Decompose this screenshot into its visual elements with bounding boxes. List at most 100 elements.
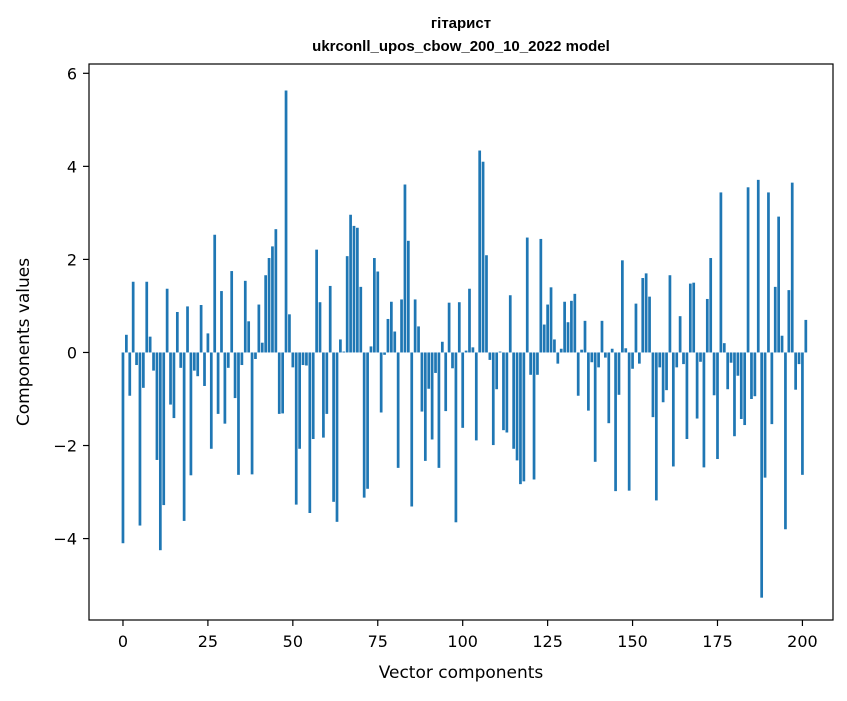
bar-component-182 xyxy=(739,352,743,419)
bar-component-118 xyxy=(522,352,526,482)
bar-component-84 xyxy=(406,240,410,353)
bar-component-111 xyxy=(498,351,502,353)
bar-component-134 xyxy=(576,352,580,396)
bar-component-163 xyxy=(675,352,679,368)
bar-component-119 xyxy=(525,237,529,353)
bar-component-135 xyxy=(580,349,583,353)
bar-component-186 xyxy=(753,352,757,397)
bar-component-16 xyxy=(175,311,179,353)
bar-component-137 xyxy=(587,352,590,411)
y-tick-label-4: 4 xyxy=(67,157,77,176)
bar-component-59 xyxy=(322,352,325,438)
bar-component-127 xyxy=(553,339,556,353)
bar-component-15 xyxy=(172,352,176,419)
x-tick-label-75: 75 xyxy=(368,632,388,651)
bar-component-174 xyxy=(712,352,716,396)
bar-component-143 xyxy=(607,352,611,424)
bar-component-108 xyxy=(488,352,492,360)
bar-component-102 xyxy=(468,288,471,353)
bar-component-11 xyxy=(158,352,162,551)
bar-component-126 xyxy=(549,287,553,353)
bar-component-144 xyxy=(610,348,614,353)
bar-component-10 xyxy=(155,352,159,460)
bar-component-13 xyxy=(165,288,169,353)
bar-component-129 xyxy=(559,348,563,353)
bar-component-47 xyxy=(281,352,284,414)
chart-title-line2: ukrconll_upos_cbow_200_10_2022 model xyxy=(312,38,610,55)
bar-component-76 xyxy=(379,352,383,413)
bar-component-70 xyxy=(359,286,363,353)
bar-component-98 xyxy=(454,352,458,523)
bar-component-66 xyxy=(345,256,349,353)
bar-component-101 xyxy=(464,350,468,353)
bar-component-178 xyxy=(726,352,730,390)
bar-component-196 xyxy=(787,290,791,353)
bar-component-130 xyxy=(563,301,566,353)
bar-component-172 xyxy=(705,298,709,353)
bar-component-44 xyxy=(271,246,274,353)
bar-component-52 xyxy=(298,352,301,449)
bar-component-193 xyxy=(777,216,780,353)
bar-component-183 xyxy=(743,352,747,426)
bar-component-145 xyxy=(614,352,617,492)
bar-component-197 xyxy=(790,182,794,353)
bar-component-50 xyxy=(291,352,295,368)
bar-component-201 xyxy=(804,319,808,353)
bar-component-89 xyxy=(423,352,427,461)
bar-component-33 xyxy=(233,352,237,399)
bar-component-195 xyxy=(784,352,787,530)
bar-component-41 xyxy=(260,342,264,353)
ticks-group: 0 25 50 75 100 125 150 175 200 6 4 2 0 −2 −4 xyxy=(53,64,817,651)
bar-component-120 xyxy=(529,352,532,375)
y-tick-label-2: 2 xyxy=(67,250,77,269)
bar-component-128 xyxy=(556,352,560,364)
bar-component-3 xyxy=(131,281,135,353)
bar-component-158 xyxy=(658,352,662,368)
chart-title-line1: гітарист xyxy=(431,15,491,32)
bar-component-49 xyxy=(288,314,291,353)
bar-component-136 xyxy=(583,320,587,353)
bar-component-73 xyxy=(369,346,373,353)
bar-component-155 xyxy=(648,296,651,353)
x-tick-label-50: 50 xyxy=(283,632,303,651)
bar-component-19 xyxy=(186,306,189,353)
bar-component-173 xyxy=(709,258,713,353)
bar-component-188 xyxy=(760,352,764,598)
y-axis-label: Components values xyxy=(14,258,34,426)
bar-component-20 xyxy=(189,352,193,476)
bar-component-113 xyxy=(505,352,509,433)
bar-component-22 xyxy=(196,352,200,377)
y-tick-label-0: 0 xyxy=(67,343,77,362)
bar-component-57 xyxy=(315,249,318,353)
bar-component-99 xyxy=(457,302,461,353)
bar-component-184 xyxy=(746,187,750,353)
bar-component-78 xyxy=(386,318,390,353)
plot-frame xyxy=(88,63,834,621)
bar-component-139 xyxy=(593,352,597,462)
bar-component-146 xyxy=(617,352,621,395)
bar-component-171 xyxy=(702,352,706,468)
bar-component-37 xyxy=(247,321,251,353)
bar-component-125 xyxy=(546,304,549,353)
bar-component-28 xyxy=(216,352,220,414)
bar-component-96 xyxy=(447,302,451,353)
bar-component-38 xyxy=(250,352,254,475)
bar-component-140 xyxy=(597,352,600,368)
bar-component-199 xyxy=(797,352,801,365)
bar-component-6 xyxy=(142,352,145,388)
bar-component-185 xyxy=(750,352,753,399)
bar-component-82 xyxy=(400,299,403,353)
bar-component-123 xyxy=(539,238,543,353)
bar-component-164 xyxy=(678,316,682,353)
bar-component-94 xyxy=(440,341,444,353)
bar-component-194 xyxy=(780,335,784,353)
x-tick-label-100: 100 xyxy=(447,632,478,651)
bar-component-189 xyxy=(763,352,767,478)
bar-component-167 xyxy=(688,283,692,353)
bar-component-9 xyxy=(152,352,155,371)
bar-component-58 xyxy=(318,302,322,353)
bar-component-14 xyxy=(169,352,172,405)
